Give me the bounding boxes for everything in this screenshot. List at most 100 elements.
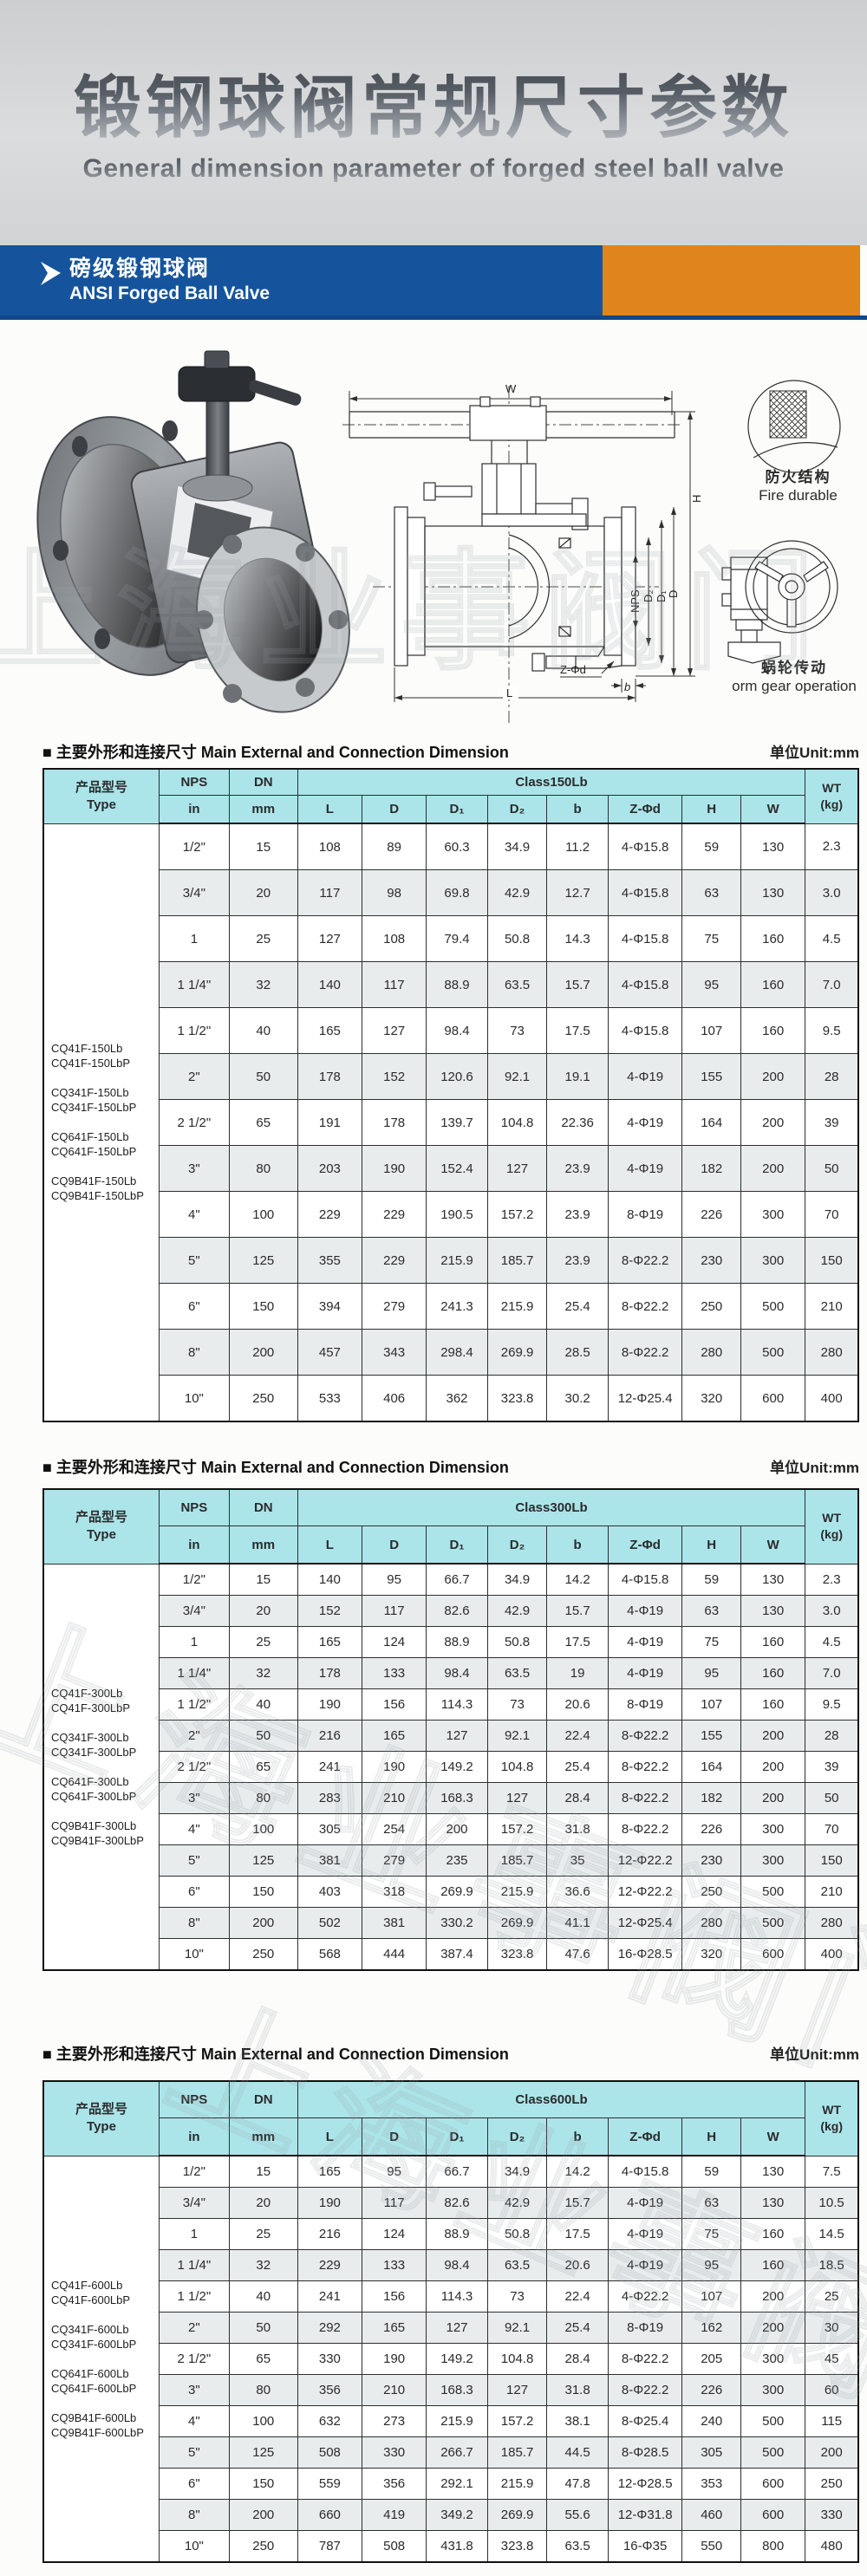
valve-section-drawing: W [342, 382, 703, 724]
cell: 330 [805, 2499, 859, 2531]
cell: 298.4 [426, 1329, 488, 1376]
dim-d2: D₂ [642, 590, 655, 602]
cell: 200 [740, 2312, 806, 2344]
cell: 8-Φ22.2 [607, 1283, 683, 1330]
table-row: 2 1/2" 65 241 190 149.2 104.8 25.4 8-Φ22.2 164 20… [43, 1751, 859, 1783]
cell: 34.9 [486, 823, 548, 870]
cell: 20 [228, 2187, 298, 2219]
class-header: Class300Lb [297, 1488, 806, 1526]
section-banner: 磅级锻钢球阀 ANSI Forged Ball Valve [0, 245, 867, 320]
cell: 47.8 [546, 2468, 609, 2500]
cell: 1 1/4" [158, 961, 230, 1008]
cell: 20.6 [546, 1688, 609, 1721]
cell: 8-Φ25.4 [607, 2405, 683, 2437]
col-d1: D₁ [426, 795, 488, 824]
cell: 356 [361, 2468, 427, 2500]
cell: 149.2 [426, 1751, 488, 1783]
table-row: 4" 100 305 254 200 157.2 31.8 8-Φ22.2 226 300 70 [43, 1813, 859, 1845]
cell: 305 [681, 2436, 742, 2469]
cell: 3.0 [805, 869, 859, 916]
cell: 63 [681, 1595, 742, 1627]
cell: 185.7 [486, 1844, 548, 1877]
cell: 19.1 [546, 1053, 609, 1100]
col-b: b [546, 2117, 609, 2156]
cell: 39 [805, 1099, 859, 1146]
col-h: H [681, 1525, 742, 1564]
cell: 280 [681, 1329, 742, 1376]
cell: 3.0 [805, 1595, 859, 1627]
cell: 1/2" [158, 2155, 230, 2188]
fire-durable-detail [747, 380, 841, 473]
table-row: 4" 100 229 229 190.5 157.2 23.9 8-Φ19 226 300 70 [43, 1191, 859, 1238]
wt-header: WT (kg) [805, 1488, 859, 1564]
cell: 160 [740, 961, 806, 1008]
cell: 8-Φ22.2 [607, 1813, 683, 1845]
cell: 8-Φ19 [607, 1688, 683, 1721]
cell: 157.2 [486, 1191, 548, 1238]
cell: 95 [681, 1657, 742, 1689]
cell: 1 1/2" [158, 1007, 230, 1054]
banner-title-zh: 磅级锻钢球阀 [69, 257, 211, 281]
cell: 190 [361, 2343, 427, 2375]
dn-unit: mm [228, 795, 298, 824]
cell: 89 [361, 823, 427, 870]
cell: 1 1/4" [158, 2249, 230, 2281]
cell: 356 [297, 2374, 363, 2406]
cell: 63.5 [486, 2249, 548, 2281]
table-row: 10" 250 787 508 431.8 323.8 63.5 16-Φ35 550 800 48… [43, 2530, 859, 2563]
cell: 162 [681, 2312, 742, 2344]
cell: 600 [740, 1938, 806, 1971]
cell: 168.3 [426, 1782, 488, 1814]
cell: 2" [158, 1053, 230, 1100]
cell: 160 [740, 2249, 806, 2281]
type-column-header: 产品型号 Type [42, 768, 160, 824]
cell: 178 [361, 1099, 427, 1146]
cell: 104.8 [486, 1751, 548, 1783]
cell: 25 [228, 2218, 298, 2250]
cell: 63.5 [486, 1657, 548, 1689]
cell: 155 [681, 1053, 742, 1100]
cell: 50 [228, 1720, 298, 1752]
cell: 362 [426, 1375, 488, 1422]
section-title: ■ 主要外形和连接尺寸 Main External and Connection… [42, 2046, 509, 2063]
dimension-table-600lb: 产品型号 Type NPS DN Class600Lb WT (kg) in mm … [42, 2080, 859, 2563]
cell: 330.2 [426, 1907, 488, 1939]
cell: 25.4 [546, 1283, 609, 1330]
cell: 80 [228, 1782, 298, 1814]
cell: 381 [361, 1907, 427, 1939]
cell: 632 [297, 2405, 363, 2437]
cell: 210 [361, 1782, 427, 1814]
cell: 5" [158, 2436, 230, 2469]
cell: 17.5 [546, 2218, 609, 2250]
cell: 330 [361, 2436, 427, 2469]
cell: 269.9 [486, 2499, 548, 2531]
cell: 114.3 [426, 2280, 488, 2313]
cell: 80 [228, 1145, 298, 1192]
cell: 10.5 [805, 2187, 859, 2219]
cell: 19 [546, 1657, 609, 1689]
cell: 269.9 [486, 1329, 548, 1376]
cell: 215.9 [426, 2405, 488, 2437]
cell: 149.2 [426, 2343, 488, 2375]
cell: 394 [297, 1283, 363, 1330]
cell: 164 [681, 1099, 742, 1146]
type-column-header: 产品型号 Type [42, 2080, 160, 2156]
dn-unit: mm [228, 1525, 298, 1564]
cell: 215.9 [426, 1237, 488, 1284]
cell: 35 [546, 1844, 609, 1877]
cell: 15 [228, 2155, 298, 2188]
col-b: b [546, 1525, 609, 1564]
cell: 108 [297, 823, 363, 870]
cell: 8-Φ22.2 [607, 1782, 683, 1814]
cell: 300 [740, 2343, 806, 2375]
cell: 400 [805, 1375, 859, 1422]
cell: 250 [681, 1876, 742, 1908]
cell: 10" [158, 2530, 230, 2563]
cell: 480 [805, 2530, 859, 2563]
cell: 23.9 [546, 1191, 609, 1238]
cell: 108 [361, 915, 427, 962]
table-row: 8" 200 457 343 298.4 269.9 28.5 8-Φ22.2 280 500 28… [43, 1329, 859, 1376]
cell: 73 [486, 1007, 548, 1054]
cell: 200 [228, 2499, 298, 2531]
